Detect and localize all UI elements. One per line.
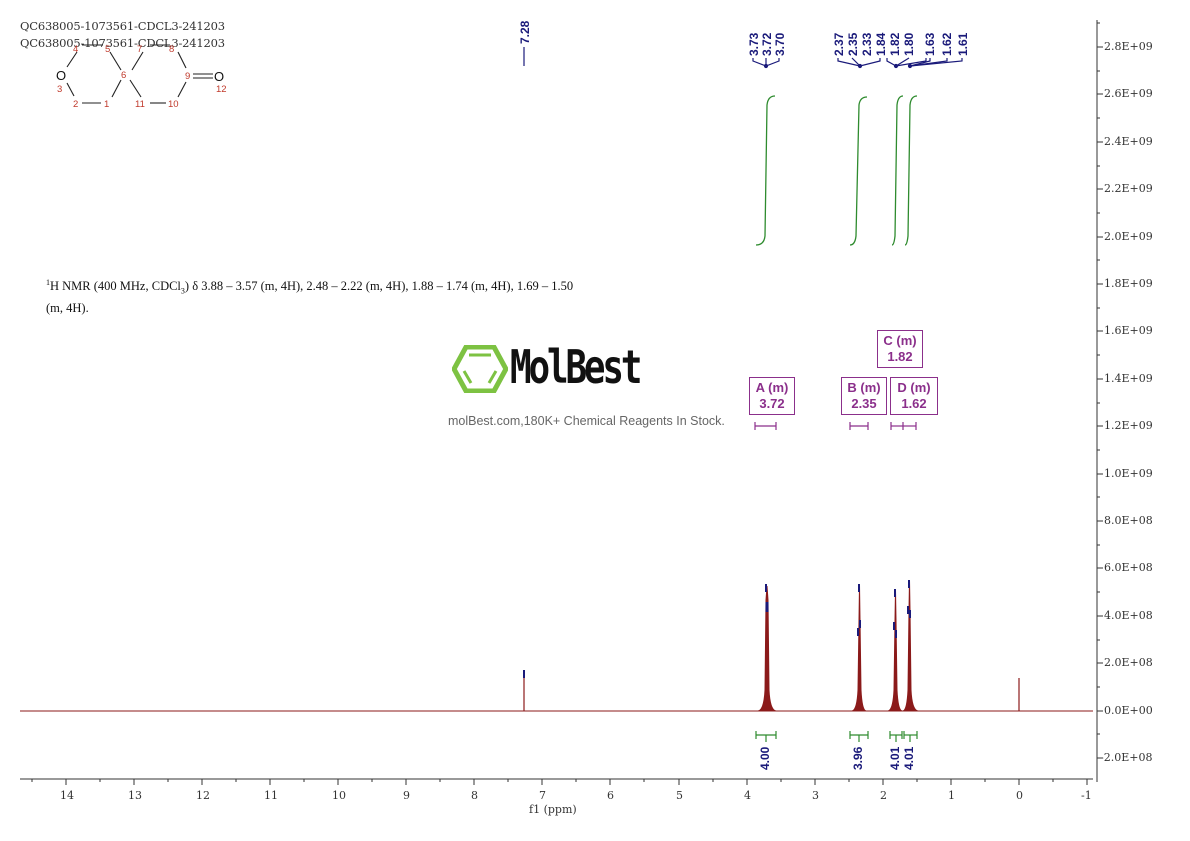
multiplet-c-shift: 1.82 bbox=[887, 349, 913, 364]
nmr-description: 1H NMR (400 MHz, CDCl3) δ 3.88 – 3.57 (m… bbox=[46, 275, 626, 316]
description-subscript: 3 bbox=[180, 286, 185, 296]
y-tick-label: 2.8E+09 bbox=[1104, 40, 1153, 53]
peak-group-b bbox=[851, 584, 867, 712]
peak-label-c-3: 1.80 bbox=[902, 32, 916, 56]
y-tick-label: 2.4E+09 bbox=[1104, 135, 1153, 148]
svg-text:11: 11 bbox=[135, 99, 145, 110]
x-axis-title: f1 (ppm) bbox=[529, 803, 577, 816]
x-tick-2: 2 bbox=[880, 789, 887, 802]
description-line-2: (m, 4H). bbox=[46, 300, 89, 315]
multiplet-box-c: C (m) 1.82 bbox=[877, 330, 923, 368]
integral-value-b: 3.96 bbox=[851, 746, 865, 770]
multiplet-a-label: A (m) bbox=[755, 380, 789, 395]
y-axis bbox=[1096, 20, 1103, 782]
integral-curves bbox=[755, 95, 918, 246]
watermark-tagline: molBest.com,180K+ Chemical Reagents In S… bbox=[448, 414, 725, 428]
multiplet-b-shift: 2.35 bbox=[851, 396, 877, 411]
description-rest: ) δ 3.88 – 3.57 (m, 4H), 2.48 – 2.22 (m,… bbox=[184, 279, 574, 294]
x-tick-5: 5 bbox=[676, 789, 683, 802]
x-tick-6: 6 bbox=[607, 789, 614, 802]
svg-text:2: 2 bbox=[73, 99, 78, 110]
x-tick-9: 9 bbox=[403, 789, 410, 802]
y-tick-label: 4.0E+08 bbox=[1104, 609, 1153, 622]
sample-id-line-2: QC638005-1073561-CDCL3-241203 bbox=[20, 36, 225, 50]
y-tick-label: 2.2E+09 bbox=[1104, 182, 1153, 195]
y-tick-label: 6.0E+08 bbox=[1104, 561, 1153, 574]
y-tick-label: 2.6E+09 bbox=[1104, 87, 1153, 100]
multiplet-b-label: B (m) bbox=[847, 380, 881, 395]
svg-text:9: 9 bbox=[185, 71, 190, 82]
x-tick-13: 13 bbox=[128, 789, 142, 802]
y-tick-label: 1.4E+09 bbox=[1104, 372, 1153, 385]
x-tick-7: 7 bbox=[539, 789, 546, 802]
svg-text:6: 6 bbox=[121, 70, 126, 81]
svg-text:5: 5 bbox=[105, 44, 110, 55]
x-tick-14: 14 bbox=[60, 789, 74, 802]
peak-group-a bbox=[757, 584, 777, 712]
y-tick-label: 1.8E+09 bbox=[1104, 277, 1153, 290]
multiplet-c-label: C (m) bbox=[883, 333, 917, 348]
x-tick-8: 8 bbox=[471, 789, 478, 802]
peak-label-d-3: 1.61 bbox=[956, 32, 970, 56]
multiplet-d-label: D (m) bbox=[897, 380, 931, 395]
x-tick-0: 0 bbox=[1016, 789, 1023, 802]
y-tick-label: -2.0E+08 bbox=[1100, 751, 1153, 764]
carbonyl-oxygen-label: O bbox=[214, 69, 224, 84]
benzene-logo-icon bbox=[452, 345, 508, 393]
peak-label-c-1: 1.84 bbox=[874, 32, 888, 56]
peak-label-d-1: 1.63 bbox=[923, 32, 937, 56]
multiplet-ranges bbox=[754, 422, 917, 430]
multiplet-box-d: D (m) 1.62 bbox=[890, 377, 938, 415]
y-tick-label: 1.2E+09 bbox=[1104, 419, 1153, 432]
peak-label-a-3: 3.70 bbox=[773, 32, 787, 56]
svg-text:8: 8 bbox=[169, 44, 174, 55]
multiplet-box-a: A (m) 3.72 bbox=[749, 377, 795, 415]
peak-label-c-2: 1.82 bbox=[888, 32, 902, 56]
x-tick-12: 12 bbox=[196, 789, 210, 802]
svg-text:12: 12 bbox=[216, 84, 227, 95]
svg-text:3: 3 bbox=[57, 84, 62, 95]
y-tick-label: 8.0E+08 bbox=[1104, 514, 1153, 527]
watermark-brand: MolBest bbox=[510, 340, 643, 394]
integral-value-d: 4.01 bbox=[902, 746, 916, 770]
description-text: H NMR (400 MHz, CDCl bbox=[50, 279, 181, 294]
y-tick-label: 1.6E+09 bbox=[1104, 324, 1153, 337]
multiplet-box-b: B (m) 2.35 bbox=[841, 377, 887, 415]
integral-value-c: 4.01 bbox=[888, 746, 902, 770]
multiplet-a-shift: 3.72 bbox=[759, 396, 785, 411]
x-tick-minus-1: -1 bbox=[1081, 789, 1092, 802]
peak-label-a-1: 3.73 bbox=[747, 32, 761, 56]
x-tick-3: 3 bbox=[812, 789, 819, 802]
svg-text:10: 10 bbox=[168, 99, 179, 110]
peak-label-d-2: 1.62 bbox=[940, 32, 954, 56]
y-tick-label: 0.0E+00 bbox=[1104, 704, 1153, 717]
y-tick-label: 2.0E+09 bbox=[1104, 230, 1153, 243]
ring-oxygen-label: O bbox=[56, 68, 66, 83]
peak-group-c bbox=[887, 589, 903, 712]
integral-value-a: 4.00 bbox=[758, 746, 772, 770]
svg-text:1: 1 bbox=[104, 99, 109, 110]
x-axis bbox=[20, 778, 1093, 785]
multiplet-d-shift: 1.62 bbox=[901, 396, 927, 411]
peak-label-b-3: 2.33 bbox=[860, 32, 874, 56]
integral-ranges bbox=[755, 731, 918, 742]
x-tick-11: 11 bbox=[264, 789, 278, 802]
peak-label-b-1: 2.37 bbox=[832, 32, 846, 56]
svg-text:4: 4 bbox=[73, 44, 78, 55]
sample-id-line-1: QC638005-1073561-CDCL3-241203 bbox=[20, 19, 225, 33]
y-tick-label: 2.0E+08 bbox=[1104, 656, 1153, 669]
chemical-structure: O O 4 5 7 8 3 6 9 12 2 1 11 10 bbox=[56, 44, 227, 110]
x-tick-4: 4 bbox=[744, 789, 751, 802]
svg-text:7: 7 bbox=[137, 44, 142, 55]
peak-group-d bbox=[902, 579, 919, 712]
x-tick-10: 10 bbox=[332, 789, 346, 802]
peak-label-solvent: 7.28 bbox=[518, 20, 532, 44]
y-tick-label: 1.0E+09 bbox=[1104, 467, 1153, 480]
description-superscript: 1 bbox=[46, 278, 50, 287]
peak-label-b-2: 2.35 bbox=[846, 32, 860, 56]
peak-label-a-2: 3.72 bbox=[760, 32, 774, 56]
peak-label-brackets bbox=[523, 47, 963, 69]
x-tick-1: 1 bbox=[948, 789, 955, 802]
